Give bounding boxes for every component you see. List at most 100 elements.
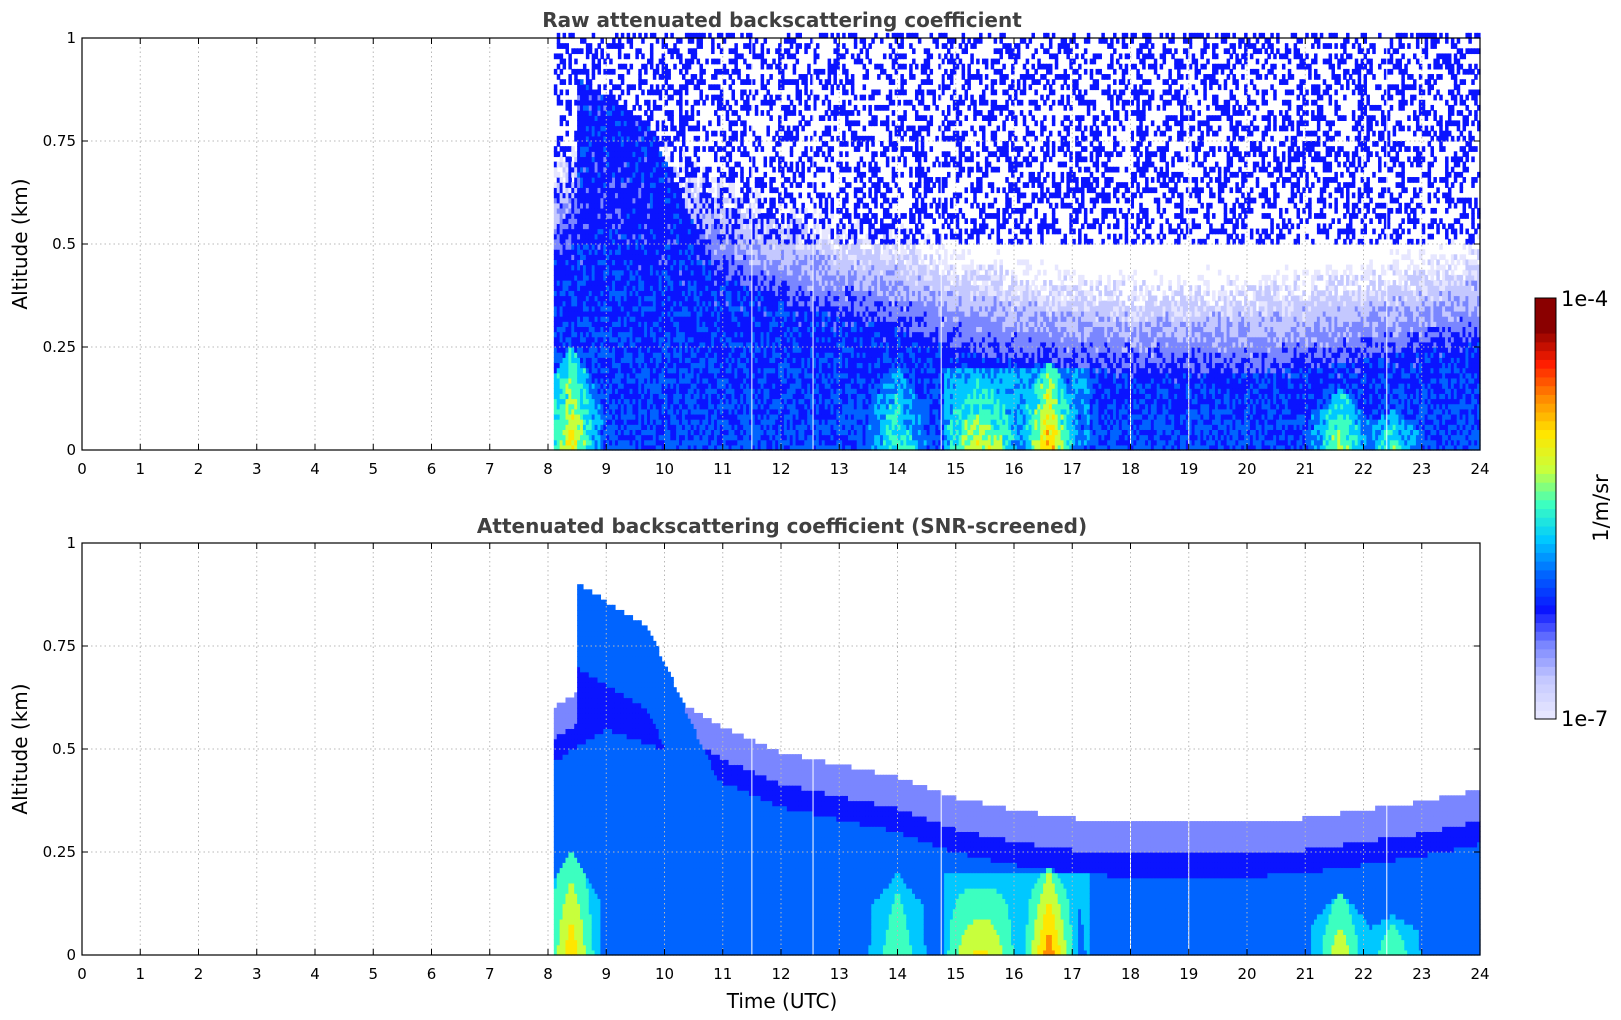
- heatmap-cell: [647, 135, 651, 142]
- heatmap-cell: [609, 326, 613, 333]
- heatmap-cell: [670, 362, 674, 369]
- heatmap-cell: [588, 274, 593, 281]
- heatmap-cell: [623, 331, 628, 338]
- heatmap-cell: [696, 290, 701, 297]
- heatmap-cell: [676, 305, 680, 312]
- heatmap-cell: [699, 290, 703, 297]
- heatmap-cell: [562, 269, 567, 276]
- heatmap-cell: [600, 110, 604, 116]
- heatmap-cell: [705, 408, 709, 415]
- heatmap-cell: [559, 434, 564, 441]
- heatmap-cell: [582, 146, 587, 152]
- heatmap-cell: [600, 347, 604, 353]
- heatmap-cell: [585, 408, 590, 415]
- heatmap-cell: [664, 377, 669, 384]
- heatmap-cell: [577, 135, 581, 142]
- heatmap-cell: [617, 202, 622, 209]
- heatmap-cell: [647, 367, 651, 374]
- heatmap-cell: [702, 213, 706, 219]
- heatmap-cell: [588, 434, 593, 441]
- heatmap-cell: [664, 207, 669, 214]
- heatmap-cell: [664, 367, 669, 374]
- heatmap-cell: [754, 166, 759, 173]
- heatmap-cell: [626, 290, 631, 297]
- heatmap-cell: [585, 316, 590, 322]
- heatmap-cell: [647, 58, 651, 65]
- heatmap-cell: [734, 43, 738, 49]
- heatmap-cell: [684, 218, 689, 224]
- heatmap-cell: [763, 171, 768, 178]
- heatmap-cell: [696, 383, 701, 389]
- heatmap-cell: [714, 408, 718, 415]
- heatmap-cell: [626, 202, 631, 209]
- heatmap-cell: [571, 244, 575, 250]
- heatmap-cell: [571, 151, 575, 158]
- heatmap-cell: [574, 398, 578, 405]
- heatmap-cell: [635, 161, 639, 168]
- heatmap-cell: [606, 408, 610, 415]
- heatmap-cell: [617, 125, 622, 132]
- heatmap-cell: [582, 429, 587, 436]
- heatmap-cell: [588, 408, 593, 415]
- heatmap-cell: [655, 146, 660, 152]
- heatmap-cell: [609, 398, 613, 405]
- heatmap-cell: [705, 223, 709, 230]
- heatmap-cell: [635, 280, 639, 286]
- heatmap-cell: [562, 166, 567, 173]
- heatmap-cell: [714, 434, 718, 441]
- heatmap-cell: [591, 383, 596, 389]
- heatmap-cell: [667, 290, 671, 297]
- heatmap-cell: [684, 197, 689, 204]
- heatmap-cell: [647, 202, 651, 209]
- heatmap-cell: [667, 135, 671, 142]
- heatmap-cell: [708, 218, 712, 224]
- heatmap-cell: [690, 79, 695, 85]
- heatmap-cell: [588, 99, 593, 106]
- heatmap-cell: [603, 362, 607, 369]
- heatmap-cell: [585, 290, 590, 297]
- heatmap-cell: [693, 300, 698, 307]
- heatmap-cell: [644, 197, 648, 204]
- heatmap-cell: [568, 202, 572, 209]
- heatmap-cell: [620, 434, 625, 441]
- heatmap-cell: [649, 238, 654, 245]
- heatmap-cell: [553, 429, 558, 436]
- heatmap-cell: [626, 331, 631, 338]
- heatmap-cell: [649, 419, 654, 425]
- heatmap-cell: [588, 316, 593, 322]
- heatmap-cell: [655, 295, 660, 302]
- heatmap-cell: [609, 166, 613, 173]
- heatmap-cell: [714, 352, 718, 358]
- heatmap-cell: [617, 156, 622, 163]
- heatmap-cell: [673, 89, 677, 96]
- heatmap-cell: [629, 316, 634, 322]
- heatmap-cell: [734, 120, 738, 127]
- heatmap-cell: [617, 372, 622, 379]
- heatmap-cell: [676, 295, 680, 302]
- heatmap-cell: [696, 264, 701, 271]
- heatmap-cell: [568, 326, 572, 333]
- heatmap-cell: [702, 326, 706, 333]
- heatmap-cell: [696, 228, 701, 235]
- heatmap-cell: [565, 367, 569, 374]
- heatmap-cell: [559, 305, 564, 312]
- heatmap-cell: [580, 161, 584, 168]
- heatmap-cell: [574, 429, 578, 436]
- heatmap-cell: [641, 228, 645, 235]
- heatmap-cell: [609, 434, 613, 441]
- heatmap-cell: [626, 429, 631, 436]
- heatmap-cell: [632, 264, 636, 271]
- heatmap-cell: [655, 104, 660, 111]
- heatmap-cell: [647, 419, 651, 425]
- heatmap-cell: [664, 290, 669, 297]
- heatmap-cell: [588, 156, 593, 163]
- heatmap-cell: [585, 393, 590, 400]
- heatmap-cell: [641, 177, 645, 183]
- heatmap-cell: [644, 341, 648, 348]
- heatmap-cell: [693, 228, 698, 235]
- heatmap-cell: [687, 331, 692, 338]
- heatmap-cell: [687, 249, 692, 255]
- heatmap-cell: [594, 207, 599, 214]
- heatmap-cell: [670, 238, 674, 245]
- heatmap-cell: [617, 352, 622, 358]
